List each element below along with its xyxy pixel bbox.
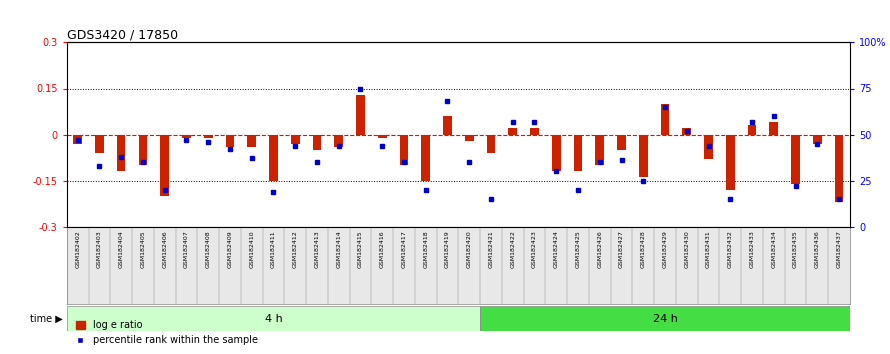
Text: GSM182436: GSM182436 <box>815 230 820 268</box>
Bar <box>356 95 365 135</box>
Bar <box>617 135 626 150</box>
Bar <box>595 135 604 165</box>
Text: GSM182405: GSM182405 <box>141 230 145 268</box>
Bar <box>139 135 147 165</box>
Text: GSM182409: GSM182409 <box>228 230 232 268</box>
Bar <box>204 135 213 138</box>
Text: GSM182416: GSM182416 <box>380 230 384 268</box>
Text: GSM182403: GSM182403 <box>97 230 101 268</box>
Text: GSM182407: GSM182407 <box>184 230 189 268</box>
Text: GSM182421: GSM182421 <box>489 230 493 268</box>
Text: GSM182426: GSM182426 <box>597 230 603 268</box>
Bar <box>421 135 430 181</box>
Bar <box>530 129 538 135</box>
Bar <box>269 135 278 181</box>
Bar <box>443 116 452 135</box>
Text: GSM182413: GSM182413 <box>314 230 320 268</box>
Text: GSM182424: GSM182424 <box>554 230 559 268</box>
Bar <box>312 135 321 150</box>
Text: GSM182402: GSM182402 <box>75 230 80 268</box>
Text: time ▶: time ▶ <box>29 314 62 324</box>
Text: GSM182431: GSM182431 <box>706 230 711 268</box>
Bar <box>378 135 386 138</box>
Bar <box>225 135 234 147</box>
Text: GSM182406: GSM182406 <box>162 230 167 268</box>
Bar <box>574 135 582 171</box>
Text: GSM182430: GSM182430 <box>684 230 689 268</box>
Bar <box>480 306 850 331</box>
Text: GSM182429: GSM182429 <box>662 230 668 268</box>
Text: GSM182408: GSM182408 <box>206 230 211 268</box>
Bar <box>748 125 756 135</box>
Bar <box>726 135 734 190</box>
Bar <box>160 135 169 196</box>
Text: GSM182432: GSM182432 <box>728 230 732 268</box>
Bar <box>835 135 844 202</box>
Text: GDS3420 / 17850: GDS3420 / 17850 <box>67 28 178 41</box>
Text: GSM182428: GSM182428 <box>641 230 646 268</box>
Bar <box>247 135 256 147</box>
Bar <box>182 135 190 138</box>
Text: GSM182404: GSM182404 <box>118 230 124 268</box>
Bar <box>639 135 648 177</box>
Bar <box>683 129 692 135</box>
Text: GSM182423: GSM182423 <box>532 230 537 268</box>
Text: GSM182414: GSM182414 <box>336 230 341 268</box>
Bar <box>704 135 713 159</box>
Text: GSM182425: GSM182425 <box>576 230 580 268</box>
Text: GSM182434: GSM182434 <box>772 230 776 268</box>
Bar <box>770 122 778 135</box>
Bar <box>335 135 343 147</box>
Bar <box>400 135 409 165</box>
Text: 4 h: 4 h <box>264 314 282 324</box>
Text: 24 h: 24 h <box>652 314 677 324</box>
Bar <box>813 135 821 144</box>
Bar <box>95 135 104 153</box>
Bar <box>67 306 480 331</box>
Bar <box>487 135 496 153</box>
Legend: log e ratio, percentile rank within the sample: log e ratio, percentile rank within the … <box>71 316 262 349</box>
Bar <box>791 135 800 184</box>
Bar <box>117 135 125 171</box>
Text: GSM182412: GSM182412 <box>293 230 297 268</box>
Text: GSM182427: GSM182427 <box>619 230 624 268</box>
Text: GSM182433: GSM182433 <box>749 230 755 268</box>
Text: GSM182420: GSM182420 <box>466 230 472 268</box>
Bar <box>465 135 473 141</box>
Text: GSM182418: GSM182418 <box>424 230 428 268</box>
Text: GSM182437: GSM182437 <box>837 230 842 268</box>
Text: GSM182417: GSM182417 <box>401 230 407 268</box>
Text: GSM182419: GSM182419 <box>445 230 450 268</box>
Bar <box>73 135 82 144</box>
Bar <box>508 129 517 135</box>
Bar <box>660 104 669 135</box>
Text: GSM182415: GSM182415 <box>358 230 363 268</box>
Bar <box>552 135 561 171</box>
Text: GSM182410: GSM182410 <box>249 230 255 268</box>
Bar <box>291 135 300 144</box>
Text: GSM182411: GSM182411 <box>271 230 276 268</box>
Text: GSM182422: GSM182422 <box>510 230 515 268</box>
Text: GSM182435: GSM182435 <box>793 230 798 268</box>
